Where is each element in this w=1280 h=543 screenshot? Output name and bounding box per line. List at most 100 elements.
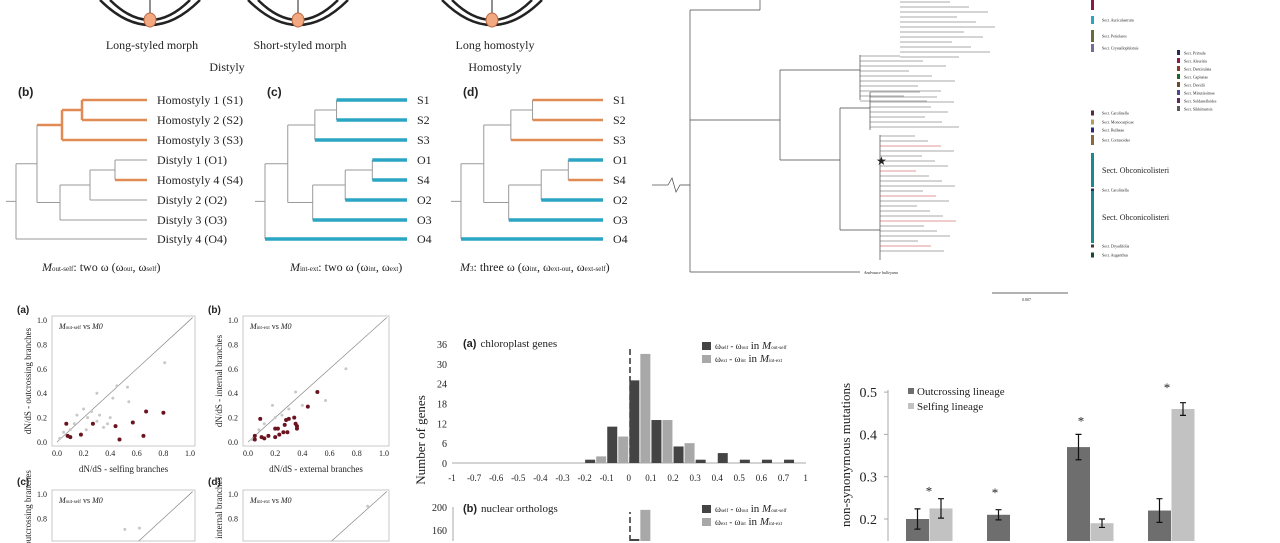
y-tick-label: 0.8: [228, 340, 238, 349]
section-label: Sect. Cortusoides: [1102, 138, 1130, 143]
y-axis-label: dN/dS - outcrossing branches: [23, 327, 33, 434]
point-nonsignificant: [68, 428, 72, 432]
plot-frame: [242, 489, 390, 542]
y-tick-label: 0.4: [37, 389, 47, 398]
point-significant: [113, 424, 118, 429]
point-nonsignificant: [123, 527, 127, 531]
text-span: vs: [81, 496, 92, 505]
point-significant: [161, 410, 166, 415]
legend-label: ωself - ωout in Mout-self: [715, 503, 787, 515]
histogram-bar: [695, 459, 706, 463]
bar: [987, 514, 1010, 541]
bar: [906, 519, 929, 541]
histogram-title: (b) nuclear orthologs: [463, 503, 558, 515]
text-span: ω: [715, 341, 721, 351]
text-span: ): [606, 260, 610, 274]
text-span: M: [289, 260, 301, 274]
x-tick-label: 0.3: [689, 473, 701, 483]
point-nonsignificant: [108, 416, 112, 420]
point-nonsignificant: [163, 361, 167, 365]
text-span: int: [368, 265, 375, 273]
x-tick-label: 0.7: [778, 473, 790, 483]
text-span: in: [746, 353, 760, 365]
section-label: Sect. Auriculastrum: [1102, 18, 1135, 23]
text-span: nuclear orthologs: [481, 503, 558, 515]
y-tick-label: 0.8: [37, 340, 47, 349]
y-tick-label: 0.2: [37, 414, 47, 423]
legend-label: Outcrossing lineage: [917, 386, 1005, 398]
legend-label: Selfing lineage: [917, 401, 983, 413]
text-span: M: [459, 260, 471, 274]
tip-label: Homostyly 3 (S3): [157, 133, 243, 147]
y-axis-label: Number of genes: [413, 395, 428, 485]
panel-label: (c): [267, 85, 282, 99]
point-nonsignificant: [125, 385, 129, 389]
point-significant: [258, 416, 263, 421]
morph-label: Long homostyly: [455, 38, 534, 52]
text-span: M: [761, 340, 772, 352]
x-tick-label: 0.2: [79, 449, 89, 458]
point-nonsignificant: [270, 403, 274, 407]
x-tick-label: -0.5: [511, 473, 526, 483]
text-span: M: [761, 503, 772, 515]
point-nonsignificant: [300, 403, 304, 407]
bar: [1171, 409, 1195, 541]
section-bar: [1091, 127, 1094, 133]
point-significant: [281, 430, 286, 435]
x-tick-label: 1.0: [185, 449, 195, 458]
text-span: out-self: [52, 265, 74, 273]
point-nonsignificant: [75, 413, 79, 417]
point-nonsignificant: [137, 526, 141, 530]
tip-label: Distyly 1 (O1): [157, 153, 227, 167]
significance-star: *: [926, 484, 933, 499]
point-significant: [252, 433, 257, 438]
x-tick-label: 0.4: [712, 473, 724, 483]
tip-label: S4: [417, 173, 430, 187]
text-span: ext: [390, 265, 399, 273]
point-nonsignificant: [95, 419, 99, 423]
legend-swatch: [1177, 58, 1180, 63]
text-span: vs: [81, 322, 92, 331]
legend-swatch: [1177, 66, 1180, 71]
text-span: ω: [715, 517, 721, 527]
tip-label: S4: [613, 173, 626, 187]
point-significant: [64, 421, 69, 426]
ovary-icon: [143, 12, 157, 28]
axis-break-icon: [667, 177, 690, 193]
point-significant: [277, 432, 282, 437]
star-icon: ★: [876, 154, 887, 168]
y-tick-label: 0.3: [860, 471, 878, 486]
section-bar: [1091, 153, 1094, 187]
point-significant: [315, 389, 320, 394]
histogram-bar: [784, 459, 795, 463]
error-bar: [1075, 433, 1082, 461]
point-nonsignificant: [82, 407, 86, 411]
error-bar: [1099, 518, 1105, 529]
legend-label: Sect. Davidii: [1184, 83, 1206, 88]
text-span: in: [748, 340, 762, 352]
point-nonsignificant: [111, 396, 115, 400]
section-bar: [1091, 0, 1094, 10]
y-tick-label: 1.0: [37, 316, 47, 325]
y-tick-label: 0.6: [37, 365, 47, 374]
histogram-bar: [739, 459, 750, 463]
error-bar: [995, 509, 1002, 521]
section-bar: [1091, 30, 1094, 42]
text-span: : two ω (ω: [318, 260, 368, 274]
tip-label: Homostyly 2 (S2): [157, 113, 243, 127]
x-tick-label: -0.1: [600, 473, 614, 483]
legend-label: ωext - ωint in Mint-ext: [715, 353, 783, 365]
x-tick-label: 0: [627, 473, 632, 483]
legend-label: Sect. Sikkimensis: [1184, 107, 1213, 112]
point-nonsignificant: [257, 428, 261, 432]
legend-swatch: [908, 403, 914, 409]
tip-label: O2: [417, 193, 432, 207]
significance-star: *: [1164, 380, 1171, 395]
tip-label: O1: [417, 153, 432, 167]
x-tick-label: -0.4: [533, 473, 548, 483]
point-significant: [292, 415, 297, 420]
histogram-bar: [585, 459, 596, 463]
omega-difference-histogram: Number of genes 0 6 12 18 24 30 36 -1 -0.7 -0.6 -0.…: [413, 338, 808, 541]
x-tick-label: 0.4: [105, 449, 115, 458]
text-span: , ω: [376, 260, 390, 274]
